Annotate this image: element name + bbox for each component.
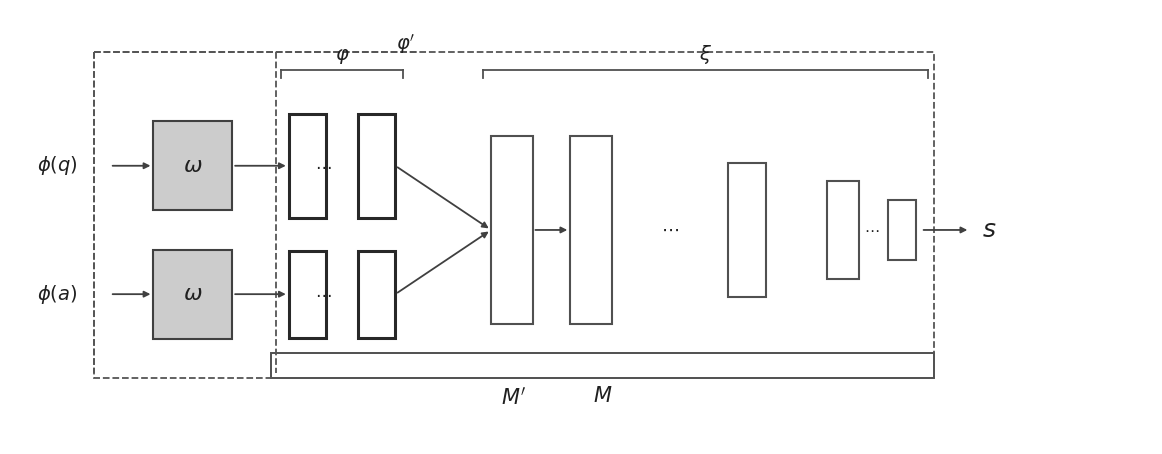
Bar [271, 353, 933, 378]
Text: $\cdots$: $\cdots$ [315, 285, 331, 303]
Bar [288, 251, 327, 338]
Text: $\phi(a)$: $\phi(a)$ [37, 283, 77, 306]
Bar [571, 136, 611, 324]
Text: $\phi(q)$: $\phi(q)$ [37, 154, 78, 177]
Bar [888, 200, 916, 260]
Text: $\varphi$: $\varphi$ [335, 47, 350, 66]
Bar [153, 121, 232, 210]
Text: $\omega$: $\omega$ [182, 155, 202, 177]
Bar [358, 251, 395, 338]
Bar [288, 114, 327, 218]
Text: $\cdots$: $\cdots$ [315, 157, 331, 175]
Bar [153, 250, 232, 339]
Bar [492, 136, 532, 324]
Text: $\varphi'$: $\varphi'$ [396, 32, 415, 56]
Bar [827, 181, 859, 279]
Text: $\cdots$: $\cdots$ [661, 221, 679, 239]
Bar [94, 52, 933, 378]
Text: $\xi$: $\xi$ [698, 43, 712, 66]
Text: $s$: $s$ [982, 218, 997, 242]
Text: $\omega$: $\omega$ [182, 283, 202, 305]
Text: $M$: $M$ [593, 386, 612, 406]
Text: $M'$: $M'$ [501, 386, 526, 408]
Text: $\cdots$: $\cdots$ [863, 222, 880, 237]
Bar [358, 114, 395, 218]
Bar [729, 163, 766, 297]
